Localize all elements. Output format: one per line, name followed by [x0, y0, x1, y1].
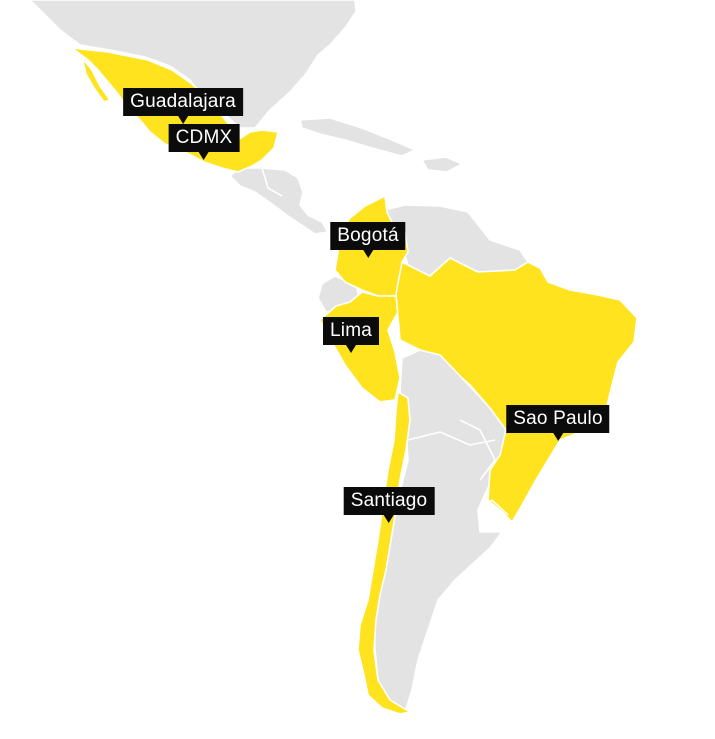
paraguay-border: [459, 419, 496, 481]
marker-pointer: [178, 116, 188, 124]
city-label: Guadalajara: [123, 88, 243, 116]
marker-pointer: [199, 152, 209, 160]
argentina-bolivia-border: [407, 431, 496, 446]
city-marker-cdmx[interactable]: CDMX: [168, 124, 240, 160]
city-label: CDMX: [168, 124, 240, 152]
central-america: [229, 167, 329, 235]
guatemala-border: [261, 167, 283, 197]
city-marker-guadalajara[interactable]: Guadalajara: [123, 88, 243, 124]
marker-pointer: [362, 250, 373, 258]
city-label: Santiago: [343, 487, 435, 515]
marker-pointer: [552, 433, 563, 441]
city-label: Lima: [323, 317, 379, 345]
marker-pointer: [383, 515, 394, 523]
north-america-landmass: [29, 0, 357, 129]
city-marker-lima[interactable]: Lima: [323, 317, 379, 353]
uruguay-border: [477, 499, 509, 516]
city-marker-santiago[interactable]: Santiago: [343, 487, 435, 523]
city-marker-sao-paulo[interactable]: Sao Paulo: [506, 405, 610, 441]
cuba-island: [299, 117, 416, 157]
city-marker-bogota[interactable]: Bogotá: [330, 222, 406, 258]
city-label: Bogotá: [330, 222, 406, 250]
marker-pointer: [345, 345, 356, 353]
city-label: Sao Paulo: [506, 405, 610, 433]
hispaniola-island: [421, 156, 463, 173]
